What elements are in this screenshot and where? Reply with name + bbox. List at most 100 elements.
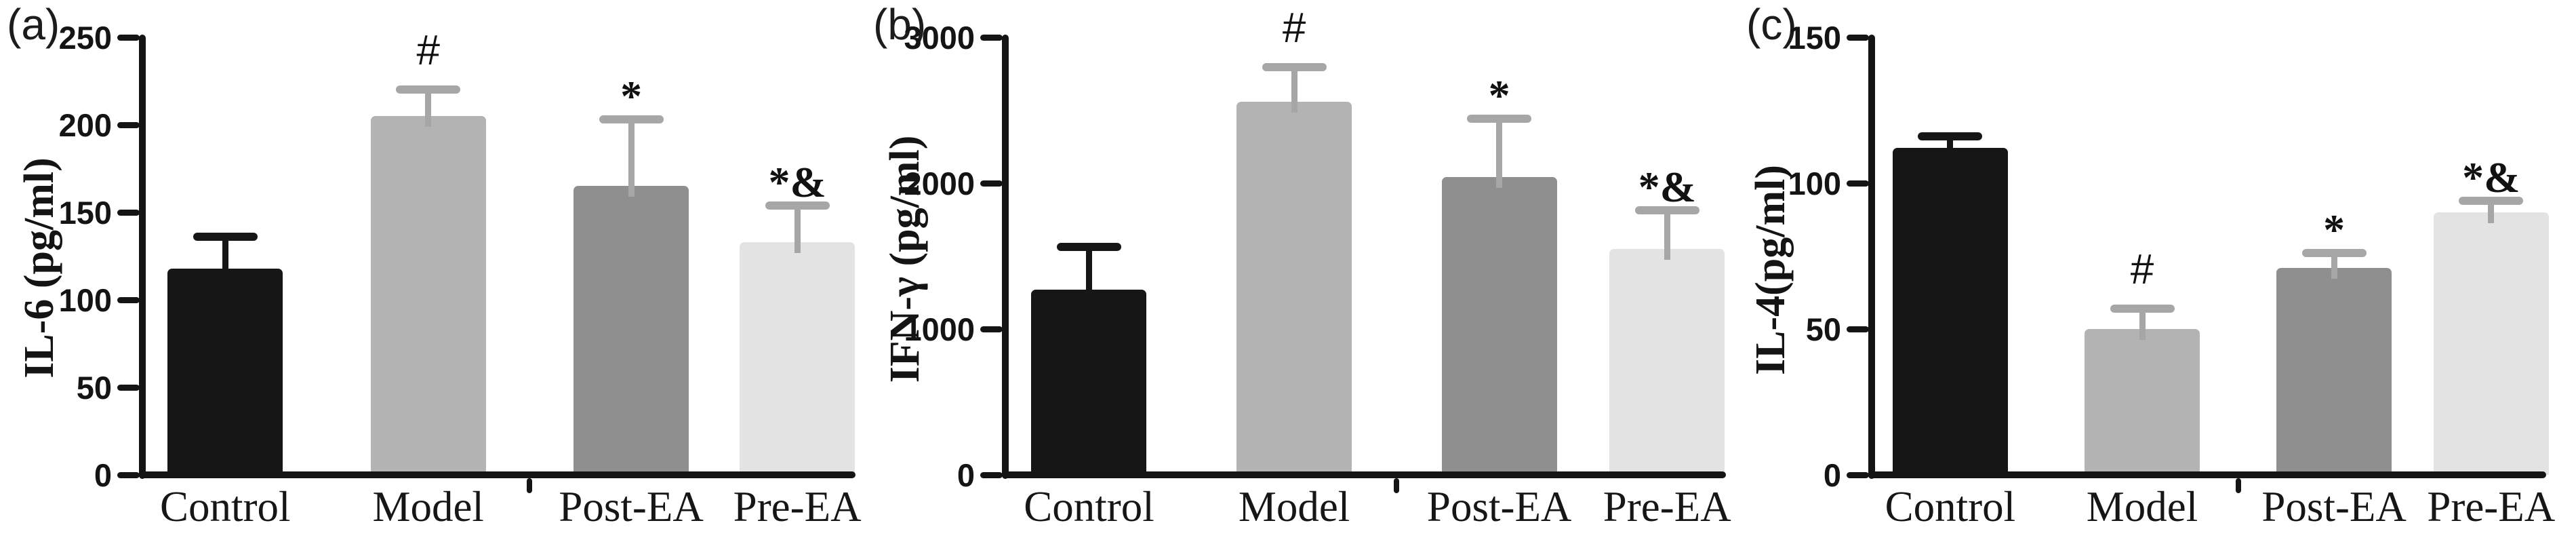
error-bar-cap [765, 201, 830, 210]
x-axis-mid-tick [1394, 478, 1400, 493]
bar-post-ea [1441, 177, 1557, 475]
significance-annotation: *& [2462, 153, 2520, 201]
panel-c: (c) IL-4(pg/ml) Control # Model * Post-EA *& P… [1735, 0, 2576, 542]
panel-letter-c: (c) [1746, 0, 1797, 49]
error-bar-cap [1467, 115, 1532, 123]
y-tick-label: 0 [957, 457, 975, 493]
y-tick-label: 150 [58, 195, 112, 231]
bar-model [370, 116, 486, 475]
x-category-label: Pre-EA [733, 483, 862, 530]
x-category-label: Model [1238, 483, 1350, 530]
y-tick [1847, 180, 1869, 187]
error-bar-stem [1496, 121, 1503, 189]
x-category-label: Control [1024, 483, 1154, 530]
bar-post-ea [573, 186, 689, 475]
x-category-label: Model [372, 483, 484, 530]
y-tick-label: 150 [1788, 20, 1841, 56]
y-tick [980, 34, 1003, 41]
significance-annotation: # [416, 27, 440, 75]
y-tick-label: 100 [58, 282, 112, 318]
x-axis-mid-tick [527, 478, 533, 493]
error-bar-cap [2301, 249, 2367, 258]
x-category-label: Pre-EA [1603, 483, 1731, 530]
y-tick [117, 34, 140, 41]
error-bar-cap [2459, 196, 2524, 205]
y-tick-label: 3000 [904, 20, 975, 56]
x-category-label: Post-EA [1426, 483, 1572, 530]
x-category-label: Post-EA [2261, 483, 2407, 530]
panel-letter-b: (b) [873, 0, 927, 49]
y-axis-line [1002, 35, 1009, 479]
y-axis-line [139, 35, 146, 479]
error-bar-cap [1056, 242, 1121, 251]
error-bar-stem [1947, 139, 1954, 159]
error-bar-stem [1085, 249, 1092, 301]
y-tick [980, 471, 1003, 478]
bar-model [1236, 101, 1352, 475]
y-tick-label: 250 [58, 20, 112, 56]
panel-letter-a: (a) [7, 0, 60, 49]
y-tick [117, 384, 140, 391]
bar-model [2085, 329, 2200, 475]
y-tick [1847, 326, 1869, 332]
x-category-label: Control [159, 483, 291, 530]
error-bar-cap [396, 85, 461, 94]
error-bar-stem [628, 122, 635, 197]
y-tick-label: 0 [1823, 457, 1841, 493]
significance-annotation: * [2323, 206, 2346, 254]
error-bar-cap [193, 233, 258, 241]
bar-pre-ea [740, 241, 856, 475]
significance-annotation: *& [1638, 162, 1696, 211]
y-axis-line [1868, 35, 1875, 479]
error-bar-stem [1291, 70, 1297, 113]
error-bar-cap [1262, 63, 1327, 72]
error-bar-cap [599, 115, 664, 124]
x-category-label: Post-EA [559, 483, 704, 530]
panel-a: (a) IL-6 (pg/ml) Control # Model * Post-EA *&… [0, 0, 868, 542]
x-axis-line [1868, 471, 2546, 478]
significance-annotation: # [2130, 246, 2154, 293]
x-axis-line [1002, 471, 1726, 478]
y-tick-label: 1000 [904, 311, 975, 347]
error-bar-stem [2331, 256, 2337, 279]
error-bar-cap [2110, 304, 2175, 313]
bar-control [1031, 289, 1147, 475]
y-tick-label: 200 [58, 107, 112, 143]
y-tick [980, 180, 1003, 187]
significance-annotation: * [620, 72, 643, 121]
y-tick [980, 326, 1003, 332]
error-bar-stem [2139, 311, 2146, 340]
x-category-label: Control [1885, 483, 2016, 530]
significance-annotation: # [1282, 5, 1306, 52]
bar-post-ea [2276, 267, 2392, 475]
error-bar-stem [2488, 203, 2495, 223]
y-tick [1847, 34, 1869, 41]
bar-pre-ea [1609, 248, 1725, 475]
error-bar-stem [425, 92, 432, 128]
y-tick [117, 296, 140, 303]
y-tick [117, 471, 140, 478]
y-tick [117, 209, 140, 216]
bar-pre-ea [2433, 212, 2549, 475]
bar-control [1892, 148, 2008, 475]
y-axis-title-il6: IL-6 (pg/ml) [16, 157, 62, 379]
x-category-label: Pre-EA [2427, 483, 2556, 530]
y-tick-label: 100 [1788, 166, 1841, 201]
error-bar-stem [1664, 212, 1670, 260]
error-bar-cap [1634, 206, 1699, 214]
x-axis-line [139, 471, 856, 478]
y-tick [1847, 471, 1869, 478]
bar-control [167, 268, 283, 475]
x-axis-mid-tick [2235, 478, 2241, 493]
error-bar-stem [794, 208, 801, 253]
significance-annotation: * [1488, 71, 1510, 120]
y-tick-label: 2000 [904, 166, 975, 201]
error-bar-cap [1918, 132, 1983, 141]
y-tick-label: 0 [94, 457, 112, 493]
y-tick-label: 50 [76, 370, 112, 406]
panel-b: (b) IFN-γ (pg/ml) Control # Model * Post-EA *… [868, 0, 1735, 542]
y-tick [117, 121, 140, 128]
error-bar-stem [222, 239, 228, 279]
y-tick-label: 50 [1805, 311, 1841, 347]
